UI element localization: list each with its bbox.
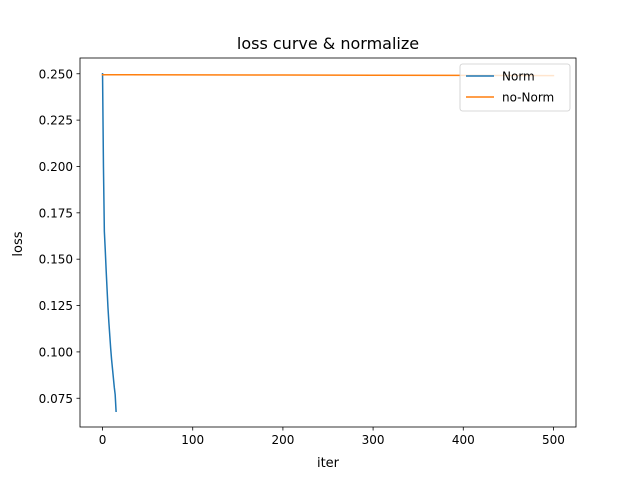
x-tick-label: 200 <box>271 433 294 447</box>
y-tick-label: 0.250 <box>39 67 73 81</box>
y-tick-label: 0.150 <box>39 253 73 267</box>
y-tick-label: 0.125 <box>39 299 73 313</box>
chart-title: loss curve & normalize <box>237 34 419 53</box>
x-tick-label: 100 <box>181 433 204 447</box>
x-tick-label: 300 <box>362 433 385 447</box>
plot-area: 0 100 200 300 400 500 0.075 0.100 0.125 0.150 0.17… <box>39 57 577 447</box>
y-axis-label: loss <box>11 231 26 256</box>
y-tick-label: 0.075 <box>39 392 73 406</box>
y-tick-label: 0.225 <box>39 114 73 128</box>
y-tick-label: 0.100 <box>39 345 73 359</box>
x-tick-label: 500 <box>542 433 565 447</box>
axes-frame <box>79 57 577 428</box>
legend-label-no-norm: no-Norm <box>502 91 554 105</box>
x-tick-label: 400 <box>452 433 475 447</box>
x-tick-label: 0 <box>99 433 107 447</box>
legend-label-norm: Norm <box>502 70 535 84</box>
series-line-norm <box>101 73 117 413</box>
x-axis-label: iter <box>317 456 340 471</box>
y-tick-label: 0.200 <box>39 160 73 174</box>
y-tick-label: 0.175 <box>39 206 73 220</box>
